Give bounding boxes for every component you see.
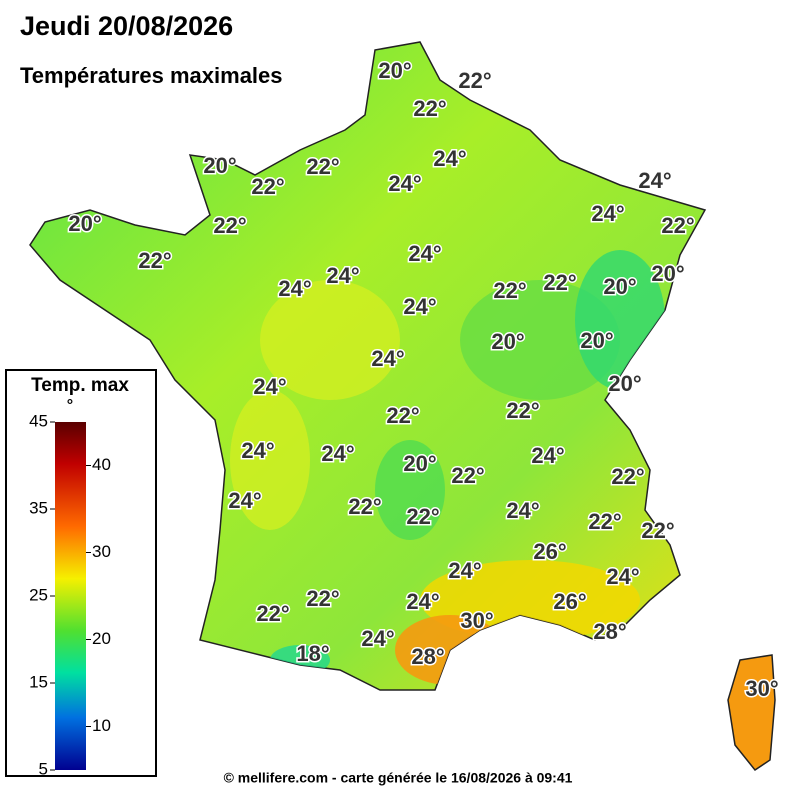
- temp-label: 22°: [251, 174, 284, 199]
- temp-label: 22°: [661, 213, 694, 238]
- temp-label: 24°: [371, 346, 404, 371]
- tick-label: 40: [92, 455, 111, 474]
- temp-label: 20°: [203, 153, 236, 178]
- temp-label: 24°: [408, 241, 441, 266]
- temp-label: 22°: [506, 398, 539, 423]
- temp-label: 22°: [406, 504, 439, 529]
- temp-label: 22°: [386, 403, 419, 428]
- color-bar: [55, 422, 86, 770]
- temp-label: 24°: [406, 589, 439, 614]
- temp-label: 24°: [433, 146, 466, 171]
- temp-label: 20°: [491, 329, 524, 354]
- temp-label: 22°: [458, 68, 491, 93]
- legend-title: Temp. max: [31, 375, 129, 396]
- title: Jeudi 20/08/2026: [20, 11, 233, 41]
- temp-label: 22°: [588, 509, 621, 534]
- temp-label: 24°: [241, 438, 274, 463]
- temp-label: 30°: [460, 608, 493, 633]
- temp-label: 22°: [611, 464, 644, 489]
- temp-label: 24°: [638, 168, 671, 193]
- temp-label: 30°: [745, 676, 778, 701]
- subtitle: Températures maximales: [20, 63, 283, 88]
- tick-label: 10: [92, 716, 111, 735]
- tick-label: 25: [29, 585, 48, 604]
- temp-label: 22°: [138, 248, 171, 273]
- temp-label: 24°: [361, 626, 394, 651]
- tick-label: 45: [29, 411, 48, 430]
- legend: Temp. max ° 45 35 25 15 5 40 30 20 10: [5, 369, 157, 778]
- temp-label: 22°: [213, 213, 246, 238]
- tick-label: 15: [29, 672, 48, 691]
- temp-label: 18°: [296, 641, 329, 666]
- temp-label: 20°: [608, 371, 641, 396]
- temp-label: 22°: [543, 270, 576, 295]
- temp-label: 24°: [388, 171, 421, 196]
- temp-label: 22°: [641, 518, 674, 543]
- temp-label: 22°: [256, 601, 289, 626]
- temp-label: 24°: [228, 488, 261, 513]
- temp-label: 24°: [606, 564, 639, 589]
- temp-label: 20°: [580, 328, 613, 353]
- temp-label: 22°: [451, 463, 484, 488]
- tick-label: 20: [92, 629, 111, 648]
- temp-label: 24°: [403, 294, 436, 319]
- legend-ticks: 45 35 25 15 5 40 30 20 10: [29, 411, 111, 778]
- temp-label: 28°: [411, 644, 444, 669]
- temp-label: 24°: [321, 441, 354, 466]
- temp-label: 24°: [506, 498, 539, 523]
- temp-label: 24°: [591, 201, 624, 226]
- temp-label: 20°: [403, 451, 436, 476]
- temp-label: 22°: [306, 586, 339, 611]
- temp-label: 22°: [413, 96, 446, 121]
- tick-label: 5: [39, 759, 48, 778]
- temp-label: 20°: [603, 274, 636, 299]
- temp-label: 24°: [253, 374, 286, 399]
- tick-label: 35: [29, 498, 48, 517]
- tick-label: 30: [92, 542, 111, 561]
- legend-unit: °: [67, 397, 73, 414]
- temp-label: 22°: [348, 494, 381, 519]
- temp-label: 24°: [326, 263, 359, 288]
- temp-label: 20°: [378, 58, 411, 83]
- footer: © mellifere.com - carte générée le 16/08…: [224, 770, 573, 786]
- temp-label: 24°: [531, 443, 564, 468]
- temp-label: 28°: [593, 619, 626, 644]
- france-map: [29, 41, 776, 772]
- temperature-labels: 20° 22°22°20°22°22° 24°24° 24°20° 22° 24° 22°2…: [67, 56, 780, 702]
- temp-label: 20°: [651, 261, 684, 286]
- temp-label: 22°: [306, 154, 339, 179]
- temp-label: 26°: [533, 539, 566, 564]
- temp-label: 24°: [448, 558, 481, 583]
- temp-label: 26°: [553, 589, 586, 614]
- temp-label: 22°: [493, 278, 526, 303]
- temp-label: 20°: [68, 211, 101, 236]
- temp-label: 24°: [278, 276, 311, 301]
